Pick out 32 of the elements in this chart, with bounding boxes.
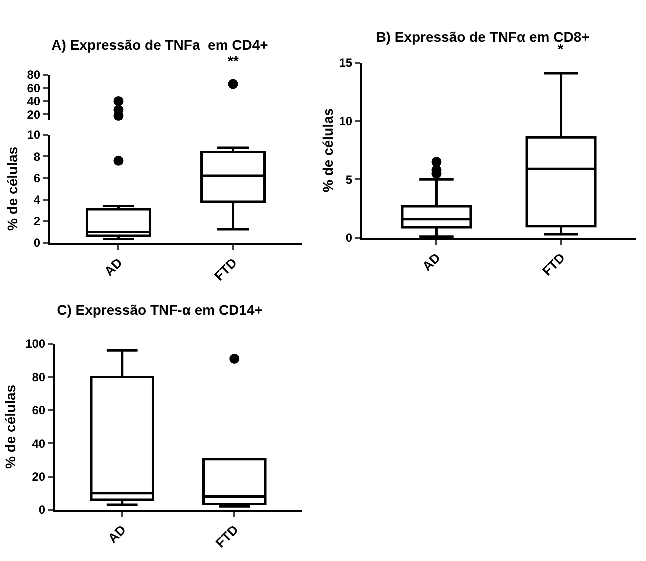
y-tick-label: 0 — [346, 231, 353, 246]
y-tick-label: 0 — [38, 503, 46, 518]
text: ** — [228, 53, 240, 69]
x-tick-label: FTD — [540, 250, 568, 279]
y-tick-label: 6 — [34, 171, 41, 186]
x-tick-label: AD — [420, 250, 444, 274]
y-tick-label: 100 — [26, 337, 46, 352]
y-tick-label: 8 — [34, 150, 41, 164]
y-tick-label: 80 — [27, 68, 41, 82]
x-tick-label: AD — [105, 522, 130, 546]
y-tick-label: 20 — [32, 470, 46, 484]
chart-title: A) Expressão de TNFa em CD4+ — [52, 36, 268, 53]
y-tick-label: 60 — [27, 81, 41, 96]
y-tick-label: 0 — [34, 236, 41, 250]
x-tick-label: FTD — [212, 522, 242, 551]
y-axis-title: % de células — [320, 108, 336, 193]
y-tick-label: 4 — [34, 193, 41, 207]
y-axis-title: % de células — [4, 146, 20, 232]
y-axis-title: % de células — [2, 384, 19, 470]
x-tick-label: FTD — [212, 255, 240, 284]
y-tick-label: 80 — [32, 370, 46, 384]
y-tick-label: 2 — [34, 214, 41, 229]
y-tick-label: 10 — [339, 114, 353, 129]
y-tick-label: 40 — [32, 436, 46, 451]
chart-title: C) Expressão TNF-α em CD14+ — [57, 302, 263, 318]
y-tick-label: 60 — [32, 404, 46, 418]
y-tick-label: 10 — [27, 128, 41, 142]
y-tick-label: 5 — [346, 172, 353, 187]
y-tick-label: 15 — [339, 56, 353, 70]
y-tick-label: 40 — [27, 94, 41, 109]
y-tick-label: 20 — [27, 108, 41, 122]
x-tick-label: AD — [102, 255, 126, 280]
